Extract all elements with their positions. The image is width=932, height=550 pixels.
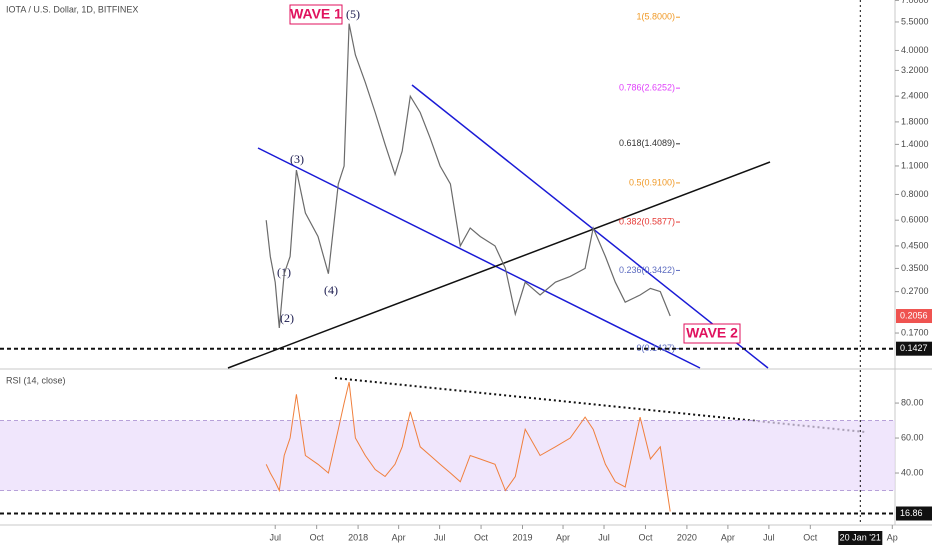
x-tick-label: 2019 bbox=[512, 532, 532, 542]
crosshair-date-label: 20 Jan '21 bbox=[840, 532, 881, 542]
y-tick-label: 5.5000 bbox=[901, 16, 929, 26]
y-tick-label: 1.8000 bbox=[901, 116, 929, 126]
crosshair-date bbox=[838, 531, 883, 545]
crosshair-price-label: 0.1427 bbox=[900, 343, 928, 353]
y-tick-label: 1.4000 bbox=[901, 139, 929, 149]
y-tick-label: 0.8000 bbox=[901, 189, 929, 199]
fib-label: 0.786(2.6252) bbox=[619, 83, 675, 93]
y-tick-label: 0.1700 bbox=[901, 327, 929, 337]
wave-label: WAVE 1 bbox=[290, 6, 342, 22]
x-tick-label: Oct bbox=[803, 532, 818, 542]
last-price bbox=[896, 309, 932, 324]
rsi-tick-label: 40.00 bbox=[901, 467, 924, 477]
fib-label: 0.5(0.9100) bbox=[629, 177, 675, 187]
x-tick-label: Ap bbox=[887, 532, 898, 542]
wave-count: (1) bbox=[277, 265, 291, 279]
x-tick-label: Apr bbox=[556, 532, 570, 542]
x-tick-label: 2018 bbox=[348, 532, 368, 542]
rsi-line bbox=[265, 381, 671, 512]
wave-label: WAVE 2 bbox=[686, 325, 738, 341]
y-tick-label: 0.2700 bbox=[901, 286, 929, 296]
rsi-tick-label: 60.00 bbox=[901, 432, 924, 442]
wave-count: (5) bbox=[346, 7, 360, 21]
price-line bbox=[265, 23, 671, 328]
fib-label: 0.618(1.4089) bbox=[619, 138, 675, 148]
fib-label: 1(5.8000) bbox=[636, 12, 675, 22]
y-tick-label: 1.1000 bbox=[901, 160, 929, 170]
crosshair-rsi-label: 16.86 bbox=[900, 508, 923, 518]
y-tick-label: 3.2000 bbox=[901, 65, 929, 75]
y-tick-label: 7.0000 bbox=[901, 0, 929, 5]
x-tick-label: Apr bbox=[721, 532, 735, 542]
x-tick-label: Oct bbox=[310, 532, 325, 542]
trend-line bbox=[227, 161, 771, 369]
x-tick-label: 2020 bbox=[677, 532, 697, 542]
y-tick-label: 4.0000 bbox=[901, 45, 929, 55]
wave-count: (4) bbox=[324, 283, 338, 297]
crosshair-rsi bbox=[896, 506, 932, 521]
x-tick-label: Apr bbox=[392, 532, 406, 542]
chart-title: IOTA / U.S. Dollar, 1D, BITFINEX bbox=[6, 4, 138, 14]
rsi-trend-line bbox=[334, 377, 866, 433]
trend-line bbox=[257, 147, 701, 369]
y-tick-label: 2.4000 bbox=[901, 91, 929, 101]
x-tick-label: Jul bbox=[434, 532, 446, 542]
fib-label: 0(0.1427) bbox=[636, 343, 675, 353]
x-tick-label: Jul bbox=[763, 532, 775, 542]
fib-label: 0.236(0.3422) bbox=[619, 265, 675, 275]
fib-label: 0.382(0.5877) bbox=[619, 216, 675, 226]
wave-box bbox=[289, 4, 343, 25]
rsi-tick-label: 80.00 bbox=[901, 397, 924, 407]
x-tick-label: Jul bbox=[598, 532, 610, 542]
x-tick-label: Oct bbox=[638, 532, 653, 542]
crosshair-price bbox=[896, 341, 932, 356]
y-tick-label: 0.6000 bbox=[901, 215, 929, 225]
rsi-band bbox=[0, 420, 895, 491]
wave-count: (2) bbox=[280, 311, 294, 325]
wave-count: (3) bbox=[290, 152, 304, 166]
x-tick-label: Oct bbox=[474, 532, 489, 542]
drawings bbox=[227, 84, 866, 433]
y-tick-label: 0.3500 bbox=[901, 263, 929, 273]
last-price-label: 0.2056 bbox=[900, 310, 928, 320]
trend-line bbox=[411, 84, 769, 369]
rsi-title: RSI (14, close) bbox=[6, 375, 66, 385]
x-tick-label: Jul bbox=[269, 532, 281, 542]
y-tick-label: 0.4500 bbox=[901, 240, 929, 250]
wave-box bbox=[683, 323, 741, 344]
